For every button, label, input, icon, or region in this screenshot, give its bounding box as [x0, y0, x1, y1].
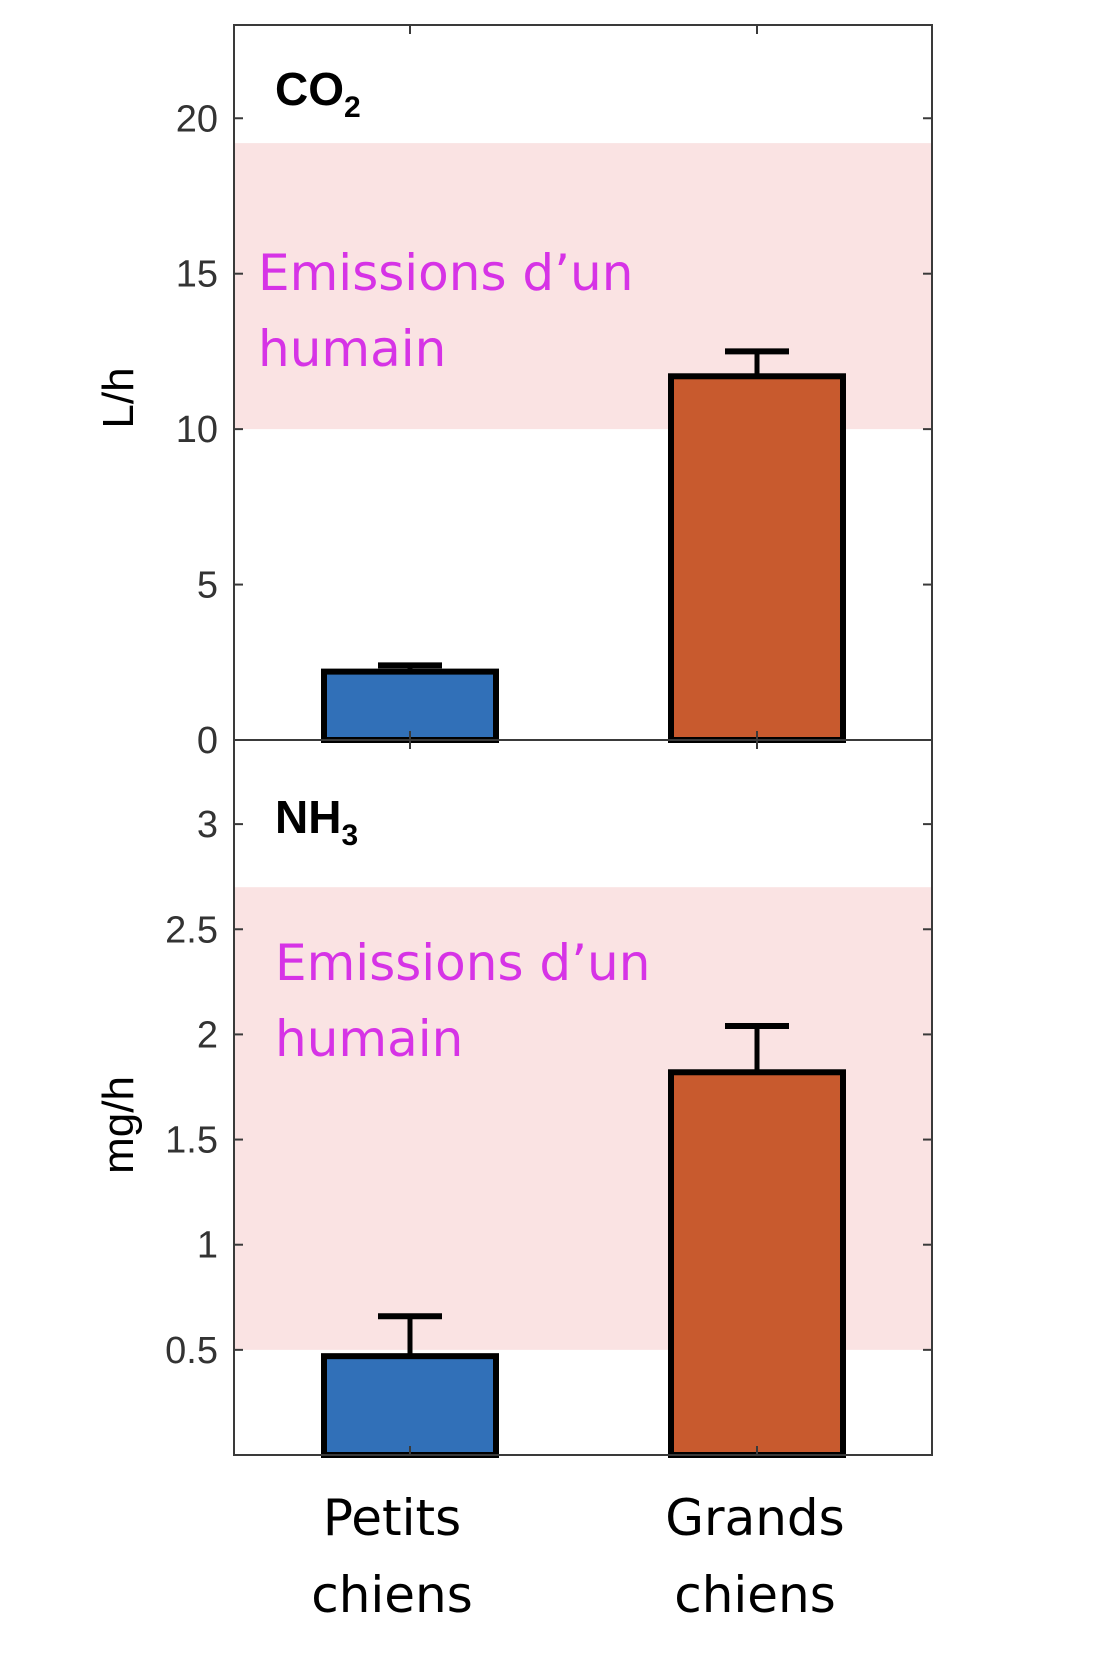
co2-band-label-line-2: humain: [258, 320, 446, 378]
nh3-panel: 0.5 1 1.5 2 2.5 3 NH3 Emissions d’un humain m…: [94, 739, 933, 1458]
nh3-bar-petits-chiens: [321, 1353, 499, 1458]
nh3-bar-grands-chiens: [668, 1069, 846, 1458]
co2-panel-title: CO2: [275, 63, 361, 124]
co2-y-axis-label: L/h: [94, 367, 143, 428]
x-category-label-grands-line-2: chiens: [674, 1566, 836, 1624]
nh3-ytick-label: 0.5: [165, 1330, 218, 1372]
co2-ytick-label: 5: [197, 565, 218, 607]
x-category-label-grands: Grands: [665, 1489, 844, 1547]
co2-band-label-line-1: Emissions d’un: [258, 244, 633, 302]
nh3-ytick-label: 3: [197, 804, 218, 846]
co2-bar-grands-chiens: [668, 373, 846, 743]
nh3-axes-frame: [233, 739, 933, 1456]
co2-ytick-label: 0: [197, 720, 218, 762]
nh3-ytick-label: 1.5: [165, 1120, 218, 1162]
nh3-ytick-label: 2: [197, 1014, 218, 1056]
nh3-ytick-label: 1: [197, 1225, 218, 1267]
co2-bar-petits-chiens: [321, 668, 499, 744]
co2-ytick-label: 15: [176, 254, 218, 296]
x-category-label-petits: Petits: [323, 1489, 461, 1547]
co2-ytick-label: 20: [176, 98, 218, 140]
nh3-ytick-label: 2.5: [165, 909, 218, 951]
nh3-y-axis-label: mg/h: [94, 1076, 143, 1174]
co2-panel: 0 5 10 15 20 CO2 Emissions d’un humain L/h: [94, 24, 933, 762]
nh3-panel-title: NH3: [275, 791, 358, 852]
nh3-band-label-line-2: humain: [275, 1010, 463, 1068]
co2-ytick-label: 10: [176, 409, 218, 451]
nh3-band-label-line-1: Emissions d’un: [275, 934, 650, 992]
x-category-label-petits-line-2: chiens: [311, 1566, 473, 1624]
